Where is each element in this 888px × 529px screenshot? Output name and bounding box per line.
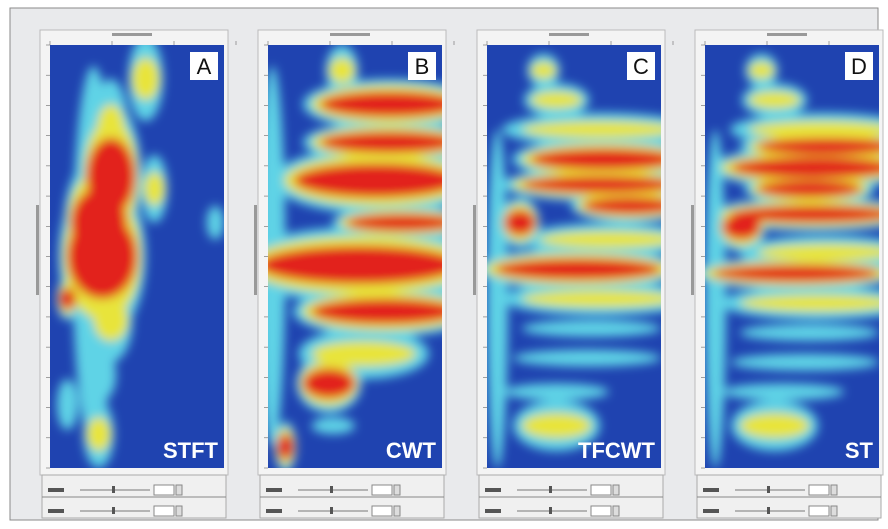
- axis-title-placeholder: [112, 33, 152, 36]
- control-text: [703, 488, 719, 492]
- control-text: [48, 488, 64, 492]
- heatmap-blob: [294, 163, 459, 197]
- axis-title-placeholder: [767, 33, 807, 36]
- slider-thumb: [767, 486, 770, 493]
- axis-title-placeholder: [549, 33, 589, 36]
- heatmap-blob: [320, 132, 459, 153]
- heatmap-blob: [522, 413, 592, 438]
- axis-title-placeholder: [330, 33, 370, 36]
- heatmap-blob: [504, 210, 535, 235]
- axis-title-placeholder: [36, 205, 39, 295]
- heatmap-blob: [522, 320, 661, 337]
- method-label: STFT: [163, 438, 219, 463]
- method-label: TFCWT: [578, 438, 656, 463]
- slider-thumb: [112, 507, 115, 514]
- figure: A STFT B CWT C TFCWT D ST: [0, 0, 888, 529]
- panel: A STFT: [36, 30, 236, 518]
- control-text: [703, 509, 719, 513]
- axis-title-placeholder: [473, 205, 476, 295]
- panel-letter: C: [633, 54, 649, 79]
- heatmap-blob: [329, 58, 355, 83]
- heatmap-blob: [714, 265, 879, 282]
- heatmap-blob: [88, 350, 116, 401]
- heatmap-blob: [87, 417, 111, 451]
- number-input: [154, 485, 174, 495]
- spin-button: [613, 506, 619, 516]
- heatmap-blob: [312, 417, 356, 434]
- number-input: [372, 485, 392, 495]
- heatmap-blob: [722, 383, 844, 400]
- heatmap-blob: [132, 58, 160, 100]
- number-input: [809, 506, 829, 516]
- control-text: [266, 488, 282, 492]
- heatmap-blob: [522, 121, 679, 138]
- heatmap-blob: [59, 288, 76, 309]
- slider-thumb: [767, 507, 770, 514]
- panel: D ST: [691, 30, 888, 518]
- slider-thumb: [112, 486, 115, 493]
- heatmap-blob: [705, 130, 726, 468]
- number-input: [372, 506, 392, 516]
- heatmap-blob: [303, 369, 355, 399]
- control-text: [485, 488, 501, 492]
- heatmap-blob: [731, 354, 879, 371]
- heatmap-blob: [749, 62, 775, 79]
- heatmap-blob: [740, 324, 879, 341]
- spin-button: [831, 485, 837, 495]
- heatmap-blob: [740, 413, 810, 438]
- slider-thumb: [330, 486, 333, 493]
- number-input: [154, 506, 174, 516]
- method-label: CWT: [386, 438, 437, 463]
- heatmap-blob: [487, 130, 508, 468]
- axis-title-placeholder: [254, 205, 257, 295]
- heatmap-blob: [522, 290, 679, 307]
- spin-button: [176, 485, 182, 495]
- spin-button: [394, 506, 400, 516]
- heatmap-blob: [749, 92, 801, 109]
- control-text: [266, 509, 282, 513]
- slider-thumb: [549, 507, 552, 514]
- panel: C TFCWT: [473, 30, 698, 518]
- number-input: [591, 506, 611, 516]
- heatmap-blob: [67, 214, 137, 299]
- spin-button: [176, 506, 182, 516]
- spin-button: [394, 485, 400, 495]
- heatmap-blob: [757, 180, 861, 197]
- heatmap-blob: [722, 214, 760, 239]
- method-label: ST: [845, 438, 874, 463]
- heatmap-blob: [531, 62, 557, 79]
- spin-button: [831, 506, 837, 516]
- heatmap-blob: [320, 92, 459, 117]
- heatmap-blob: [496, 259, 661, 280]
- heatmap-blob: [144, 172, 165, 206]
- heatmap-blob: [531, 149, 679, 170]
- heatmap-blob: [522, 176, 679, 193]
- spin-button: [613, 485, 619, 495]
- axis-title-placeholder: [691, 205, 694, 295]
- panel-letter: A: [197, 54, 212, 79]
- number-input: [809, 485, 829, 495]
- heatmap-blob: [277, 434, 294, 459]
- heatmap-blob: [57, 379, 78, 430]
- heatmap-blob: [504, 383, 608, 400]
- heatmap-blob: [259, 246, 459, 284]
- slider-thumb: [330, 507, 333, 514]
- heatmap-blob: [539, 231, 678, 248]
- panel-letter: D: [851, 54, 867, 79]
- heatmap-blob: [513, 350, 661, 367]
- heatmap-blob: [531, 92, 583, 109]
- control-text: [48, 509, 64, 513]
- heatmap-blob: [312, 299, 460, 324]
- heatmap-blob: [207, 206, 224, 240]
- panel-letter: B: [415, 54, 430, 79]
- slider-thumb: [549, 486, 552, 493]
- number-input: [591, 485, 611, 495]
- control-text: [485, 509, 501, 513]
- heatmap-blob: [94, 299, 129, 341]
